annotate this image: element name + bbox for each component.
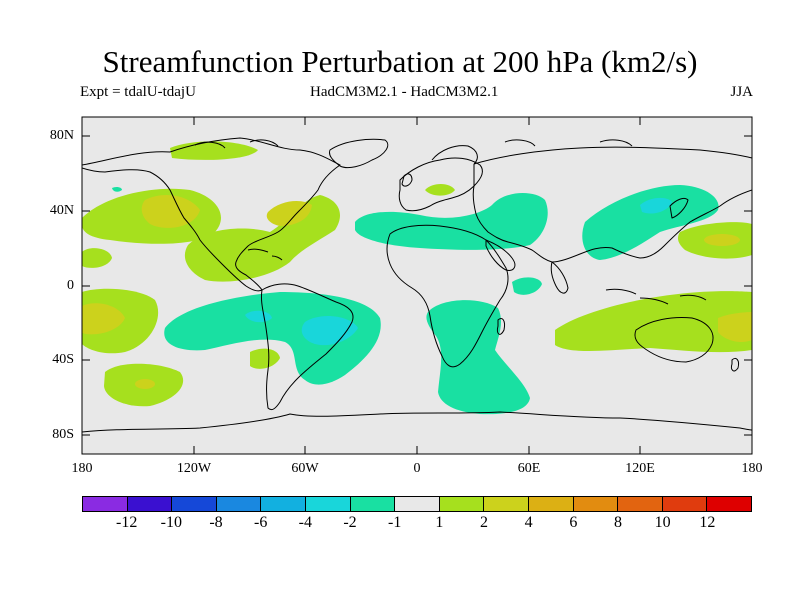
lat-label-80s: 80S bbox=[52, 427, 74, 442]
experiment-label: Expt = tdalU-tdajU bbox=[80, 84, 196, 100]
lat-label-80n: 80N bbox=[49, 128, 74, 143]
colorbar-swatch bbox=[261, 497, 306, 511]
season-label: JJA bbox=[730, 84, 753, 100]
coastline-australia bbox=[634, 317, 714, 363]
coastline-south-america bbox=[261, 283, 354, 411]
map-background bbox=[82, 117, 752, 454]
colorbar-label: -2 bbox=[343, 514, 357, 531]
anomaly-region bbox=[250, 348, 280, 369]
anomaly-region bbox=[245, 310, 272, 323]
coastline-new-zealand bbox=[731, 357, 739, 372]
coastline-antarctica bbox=[82, 411, 752, 433]
colorbar-swatch bbox=[350, 497, 396, 511]
anomaly-region bbox=[512, 277, 542, 295]
axis-ticks bbox=[81, 117, 753, 454]
lon-label-180w: 180 bbox=[71, 461, 93, 476]
colorbar-swatch bbox=[573, 497, 619, 511]
anomaly-region bbox=[355, 193, 548, 250]
anomaly-region bbox=[704, 234, 740, 246]
positive-anomaly-regions bbox=[82, 141, 752, 407]
colorbar-swatch bbox=[216, 497, 262, 511]
colorbar-label: 4 bbox=[524, 514, 533, 531]
coastlines bbox=[82, 137, 752, 433]
anomaly-region bbox=[426, 300, 530, 415]
anomaly-region bbox=[135, 379, 155, 389]
colorbar-swatch bbox=[528, 497, 574, 511]
anomaly-region bbox=[718, 312, 752, 343]
coastline-scandinavia bbox=[431, 145, 478, 165]
negative-anomaly-regions bbox=[112, 185, 719, 415]
lat-label-40n: 40N bbox=[49, 203, 74, 218]
anomaly-region bbox=[640, 197, 672, 214]
model-label: HadCM3M2.1 - HadCM3M2.1 bbox=[310, 84, 499, 100]
colorbar-swatch bbox=[618, 497, 663, 511]
colorbar-swatch bbox=[439, 497, 485, 511]
coastline-north-america bbox=[82, 137, 341, 292]
lon-label-180e: 180 bbox=[741, 461, 763, 476]
lat-label-0: 0 bbox=[67, 278, 74, 293]
colorbar-label: 10 bbox=[654, 514, 671, 531]
anomaly-region bbox=[82, 248, 112, 268]
lat-label-40s: 40S bbox=[52, 352, 74, 367]
coastline-greenland bbox=[329, 138, 389, 169]
anomaly-region bbox=[266, 200, 312, 226]
colorbar-swatch bbox=[395, 497, 440, 511]
colorbar-label: -6 bbox=[253, 514, 268, 531]
colorbar-swatch bbox=[305, 497, 351, 511]
coastline-madagascar bbox=[497, 317, 505, 335]
colorbar bbox=[82, 496, 752, 512]
coastline-arctic-islands bbox=[194, 139, 633, 149]
anomaly-region bbox=[170, 141, 258, 160]
lon-label-60w: 60W bbox=[291, 461, 319, 476]
coastline-arabia bbox=[485, 239, 516, 271]
anomaly-region bbox=[301, 316, 358, 346]
coastline-india bbox=[550, 261, 569, 294]
anomaly-region bbox=[112, 186, 122, 192]
coastline-caribbean bbox=[247, 248, 283, 261]
lon-label-120e: 120E bbox=[625, 461, 655, 476]
colorbar-swatch bbox=[484, 497, 529, 511]
anomaly-region bbox=[582, 185, 719, 260]
anomaly-region bbox=[164, 292, 381, 385]
colorbar-label: 6 bbox=[569, 514, 578, 531]
coastline-africa bbox=[386, 224, 509, 368]
colorbar-swatch bbox=[662, 497, 708, 511]
colorbar-swatch bbox=[707, 497, 751, 511]
lon-label-0: 0 bbox=[413, 461, 421, 476]
colorbar-swatch bbox=[172, 497, 217, 511]
colorbar-label: -12 bbox=[115, 514, 138, 531]
colorbar-label: -10 bbox=[160, 514, 182, 531]
colorbar-label: 12 bbox=[699, 514, 716, 531]
colorbar-label: -8 bbox=[209, 514, 223, 531]
plot-title: Streamfunction Perturbation at 200 hPa (… bbox=[102, 44, 698, 79]
colorbar-label: 1 bbox=[435, 514, 444, 531]
lon-label-120w: 120W bbox=[176, 461, 212, 476]
colorbar-label: -4 bbox=[298, 514, 312, 531]
colorbar-swatch bbox=[127, 497, 173, 511]
anomaly-region bbox=[82, 303, 125, 335]
colorbar-swatch bbox=[83, 497, 128, 511]
coastline-indonesia bbox=[605, 288, 707, 305]
colorbar-label: -1 bbox=[387, 514, 402, 531]
anomaly-region bbox=[425, 184, 455, 196]
colorbar-label: 8 bbox=[614, 514, 622, 531]
colorbar-label: 2 bbox=[480, 514, 488, 531]
coastline-japan bbox=[669, 197, 689, 219]
lon-label-60e: 60E bbox=[517, 461, 541, 476]
coastline-asia bbox=[472, 146, 752, 263]
coastline-uk bbox=[401, 173, 413, 187]
coastline-europe bbox=[398, 157, 483, 212]
